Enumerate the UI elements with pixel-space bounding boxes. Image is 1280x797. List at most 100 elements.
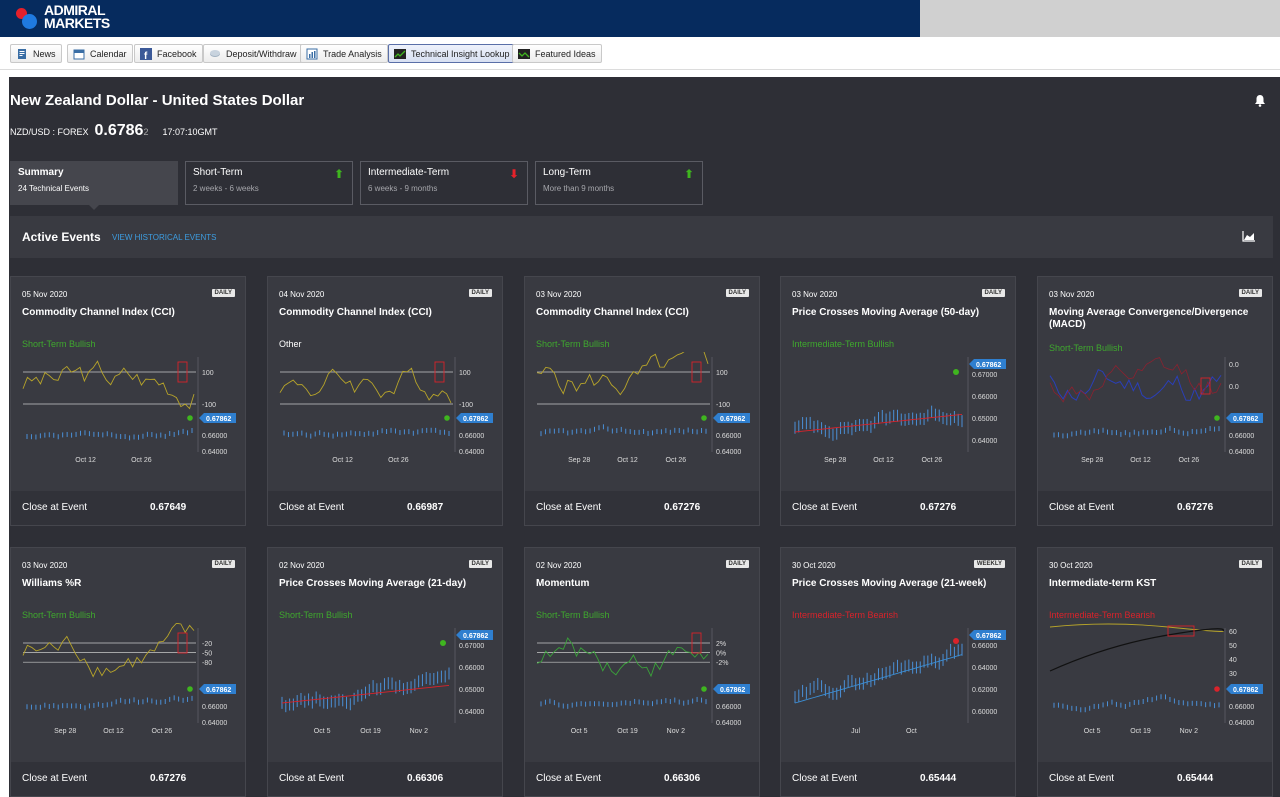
event-card[interactable]: 05 Nov 2020 DAILY Commodity Channel Index …: [10, 276, 246, 526]
price-tick-label: 0.66000: [1229, 704, 1254, 711]
tab-long-term[interactable]: Long-Term More than 9 months ⬆: [535, 161, 703, 205]
event-card[interactable]: 03 Nov 2020 DAILY Price Crosses Moving Ave…: [780, 276, 1016, 526]
trade-analysis-button[interactable]: Trade Analysis: [300, 44, 388, 63]
price-tick-label: 0.66000: [716, 433, 741, 440]
price-tick-label: 0.65000: [972, 416, 997, 423]
event-chart[interactable]: 0.67000 0.66000 0.65000 0.64000 0.67862 Sep 2…: [791, 352, 1011, 464]
signal-line: [1049, 357, 1222, 403]
price-tick-label: 0.66000: [459, 433, 484, 440]
event-marker: [187, 686, 193, 692]
deposit-withdraw-label: Deposit/Withdraw: [226, 48, 297, 59]
event-chart[interactable]: 100 -100 0.66000 0.64000 0.67862 Sep 28 Oct 12…: [535, 352, 755, 464]
event-card[interactable]: 03 Nov 2020 DAILY Commodity Channel Index …: [524, 276, 760, 526]
event-chart[interactable]: 2% 0% -2% 0.66000 0.64000 0.67862 Oct 5 Oct 19 N…: [535, 623, 755, 735]
price-tick-label: 0.67000: [459, 643, 484, 650]
news-label: News: [33, 48, 56, 59]
arrow-up-icon: ⬆: [333, 167, 344, 181]
news-button[interactable]: News: [10, 44, 62, 63]
event-chart[interactable]: 100 -100 0.66000 0.64000 0.67862 Oct 12 Oct 26: [278, 352, 498, 464]
event-title[interactable]: Commodity Channel Index (CCI): [279, 307, 432, 318]
price-tag: 0.67862: [713, 684, 750, 694]
event-marker: [701, 686, 707, 692]
price-tick-label: 0.64000: [459, 449, 484, 456]
tab-summary[interactable]: Summary 24 Technical Events: [10, 161, 178, 205]
timeframe-badge: DAILY: [1238, 289, 1262, 297]
price-tag-label: 0.67862: [976, 633, 1001, 640]
event-chart[interactable]: 0.66000 0.64000 0.62000 0.60000 0.67862 Jul Oc…: [791, 623, 1011, 735]
deposit-withdraw-button[interactable]: Deposit/Withdraw: [203, 44, 303, 63]
calendar-button[interactable]: Calendar: [67, 44, 133, 63]
x-tick-label: Oct 26: [388, 457, 409, 464]
tab-short-term-label: Short-Term: [193, 167, 243, 178]
svg-text:f: f: [144, 51, 148, 60]
current-price: 0.6786: [94, 122, 144, 139]
close-at-event-label: Close at Event: [1049, 773, 1115, 784]
close-at-event-label: Close at Event: [792, 773, 858, 784]
event-card[interactable]: 04 Nov 2020 DAILY Commodity Channel Index …: [267, 276, 503, 526]
indicator-tick-label: 0.0: [1229, 384, 1239, 391]
news-icon: [18, 48, 26, 59]
event-chart[interactable]: 60 50 40 30 0.66000 0.64000 0.67862 Oct 5 Oct 19…: [1048, 623, 1268, 735]
view-historical-events-link[interactable]: VIEW HISTORICAL EVENTS: [112, 233, 217, 242]
indicator-line: [22, 623, 195, 678]
moving-average-line: [794, 654, 963, 704]
x-tick-label: Oct 26: [922, 457, 943, 464]
technical-insight-lookup-button[interactable]: Technical Insight Lookup: [388, 44, 516, 63]
x-tick-label: Oct 26: [666, 457, 687, 464]
event-sentiment: Short-Term Bullish: [536, 339, 610, 349]
price-tag: 0.67862: [199, 413, 236, 423]
x-tick-label: Jul: [851, 728, 860, 735]
event-title[interactable]: Price Crosses Moving Average (21-week): [792, 578, 987, 589]
event-chart[interactable]: -20 -50 -80 0.66000 0.64000 0.67862 Sep 28 Oct …: [21, 623, 241, 735]
event-title[interactable]: Moving Average Convergence/Divergence (M…: [1049, 307, 1249, 330]
indicator-tick-label: -80: [202, 660, 212, 667]
price-tag: 0.67862: [969, 359, 1006, 369]
event-title[interactable]: Intermediate-term KST: [1049, 578, 1157, 589]
event-card[interactable]: 02 Nov 2020 DAILY Momentum Short-Term Bulli…: [524, 547, 760, 797]
event-title[interactable]: Price Crosses Moving Average (50-day): [792, 307, 980, 318]
close-at-event-value: 0.67276: [920, 502, 957, 513]
indicator-tick-label: 30: [1229, 671, 1237, 678]
x-tick-label: Oct 12: [617, 457, 638, 464]
close-at-event-value: 0.66987: [407, 502, 444, 513]
tab-summary-sub: 24 Technical Events: [18, 184, 90, 193]
event-title[interactable]: Price Crosses Moving Average (21-day): [279, 578, 467, 589]
event-sentiment: Short-Term Bullish: [22, 610, 96, 620]
bell-icon[interactable]: [1254, 94, 1266, 107]
price-tick-label: 0.66000: [459, 665, 484, 672]
event-title[interactable]: Momentum: [536, 578, 590, 589]
close-at-event-value: 0.66306: [407, 773, 444, 784]
price-tick-label: 0.66000: [202, 704, 227, 711]
event-card[interactable]: 03 Nov 2020 DAILY Williams %R Short-Term Bu…: [10, 547, 246, 797]
event-title[interactable]: Commodity Channel Index (CCI): [536, 307, 689, 318]
price-tag-label: 0.67862: [1233, 416, 1258, 423]
price-tick-label: 0.64000: [1229, 720, 1254, 727]
event-date: 03 Nov 2020: [536, 290, 582, 299]
featured-ideas-button[interactable]: Featured Ideas: [512, 44, 602, 63]
x-tick-label: Oct 12: [75, 457, 96, 464]
event-card[interactable]: 30 Oct 2020 DAILY Intermediate-term KST Int…: [1037, 547, 1273, 797]
deposit-icon: [210, 49, 220, 57]
chart-view-icon[interactable]: [1242, 230, 1256, 242]
facebook-button[interactable]: f Facebook: [134, 44, 203, 63]
timeframe-badge: DAILY: [468, 560, 492, 568]
event-card[interactable]: 03 Nov 2020 DAILY Moving Average Convergen…: [1037, 276, 1273, 526]
event-highlight-box: [1167, 625, 1195, 637]
event-chart[interactable]: 0.0 0.0 0.66000 0.64000 0.67862 Sep 28 Oct 12 O…: [1048, 352, 1268, 464]
admiral-markets-logo[interactable]: ADMIRAL MARKETS: [16, 3, 110, 30]
indicator-tick-label: -100: [716, 402, 730, 409]
price-tick-label: 0.67000: [972, 372, 997, 379]
close-at-event-label: Close at Event: [792, 502, 858, 513]
event-card[interactable]: 02 Nov 2020 DAILY Price Crosses Moving Ave…: [267, 547, 503, 797]
kst-line: [1049, 623, 1224, 632]
indicator-tick-label: -50: [202, 651, 212, 658]
event-card[interactable]: 30 Oct 2020 WEEKLY Price Crosses Moving Av…: [780, 547, 1016, 797]
event-title[interactable]: Commodity Channel Index (CCI): [22, 307, 175, 318]
price-tag: 0.67862: [1226, 413, 1263, 423]
tab-intermediate-term[interactable]: Intermediate-Term 6 weeks - 9 months ⬇: [360, 161, 528, 205]
event-chart[interactable]: 0.67000 0.66000 0.65000 0.64000 0.67862 Oct 5…: [278, 623, 498, 735]
event-title[interactable]: Williams %R: [22, 578, 82, 589]
event-chart[interactable]: 100 -100 0.66000 0.64000 0.67862 Oct 12 Oct 26: [21, 352, 241, 464]
tab-short-term[interactable]: Short-Term 2 weeks - 6 weeks ⬆: [185, 161, 353, 205]
event-date: 03 Nov 2020: [1049, 290, 1095, 299]
